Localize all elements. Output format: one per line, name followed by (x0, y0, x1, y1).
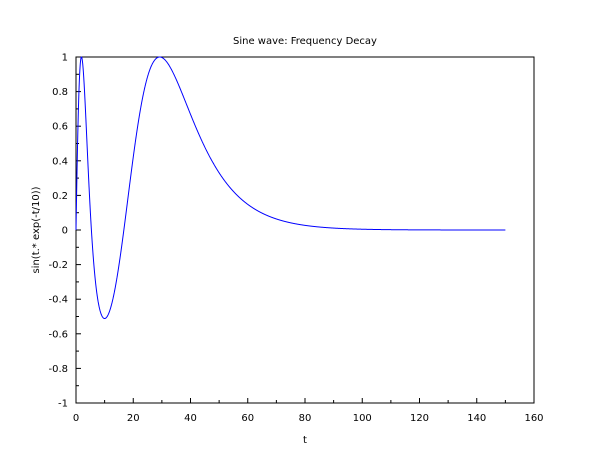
series-layer (75, 56, 506, 320)
x-tick-label: 20 (127, 413, 140, 424)
y-tick-label: 0.2 (52, 191, 68, 202)
y-tick-label: -0.4 (48, 295, 68, 306)
y-tick-label: -1 (58, 399, 68, 410)
x-tick-label: 100 (353, 413, 372, 424)
y-tick-label: 0 (62, 226, 68, 237)
x-axis-label: t (303, 435, 307, 446)
y-tick-label: -0.8 (48, 364, 68, 375)
x-tick-label: 120 (410, 413, 429, 424)
series-line (75, 56, 506, 320)
x-tick-label: 140 (467, 413, 486, 424)
x-tick-label: 80 (299, 413, 312, 424)
y-tick-label: 1 (62, 53, 68, 64)
y-axis: -1 -0.8 -0.6 -0.4 -0.2 0 0.2 0.4 0.6 0.8 1 (48, 53, 81, 410)
x-axis: 0 20 40 60 80 100 120 140 160 (73, 398, 544, 424)
y-tick-label: 0.4 (52, 156, 68, 167)
chart-title: Sine wave: Frequency Decay (233, 36, 377, 47)
y-tick-label: -0.6 (48, 329, 68, 340)
x-tick-label: 160 (524, 413, 543, 424)
y-tick-label: -0.2 (48, 260, 68, 271)
y-axis-label: sin(t.* exp(-t/10)) (31, 186, 42, 273)
y-tick-label: 0.8 (52, 87, 68, 98)
x-tick-label: 40 (184, 413, 197, 424)
y-tick-label: 0.6 (52, 122, 68, 133)
x-tick-label: 0 (73, 413, 79, 424)
x-tick-label: 60 (241, 413, 254, 424)
